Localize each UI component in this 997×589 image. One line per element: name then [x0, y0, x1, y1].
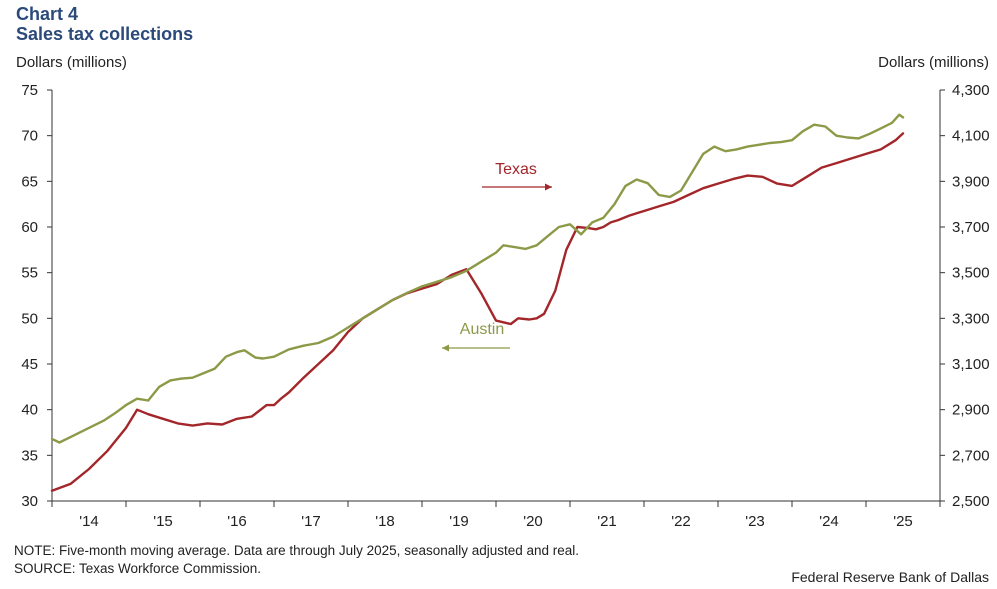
chart-label: Chart 4	[16, 4, 79, 24]
left-tick-label: 75	[21, 82, 38, 99]
right-tick-label: 4,300	[952, 82, 990, 99]
chart-annotations: Texas Austin	[442, 161, 552, 352]
x-tick-label: '25	[893, 513, 913, 530]
series-line-austin	[50, 113, 905, 444]
left-tick-label: 35	[21, 447, 38, 464]
x-tick-label: '19	[449, 513, 469, 530]
left-tick-label: 70	[21, 128, 38, 145]
x-tick-label: '22	[671, 513, 691, 530]
x-tick-label: '18	[375, 513, 395, 530]
x-tick-label: '15	[153, 513, 173, 530]
left-tick-label: 55	[21, 265, 38, 282]
x-tick-label: '16	[227, 513, 247, 530]
annotation-austin: Austin	[460, 321, 504, 338]
arrow-head-texas	[545, 183, 552, 191]
left-tick-label: 45	[21, 356, 38, 373]
left-tick-label: 30	[21, 493, 38, 510]
x-tick-label: '14	[79, 513, 99, 530]
right-tick-label: 2,900	[952, 402, 990, 419]
x-tick-label: '20	[523, 513, 543, 530]
x-tick-label: '23	[745, 513, 765, 530]
arrow-head-austin	[442, 344, 449, 352]
chart-axes: 30 35 40 45 50 55 60 65 70 75 2,500 2,700 2,900 3,100…	[21, 82, 989, 530]
right-axis-label: Dollars (millions)	[878, 54, 989, 71]
chart-credit: Federal Reserve Bank of Dallas	[791, 569, 989, 585]
x-tick-label: '17	[301, 513, 321, 530]
right-tick-label: 3,300	[952, 310, 990, 327]
right-tick-label: 4,100	[952, 128, 990, 145]
left-tick-label: 40	[21, 402, 38, 419]
chart-note: NOTE: Five-month moving average. Data ar…	[14, 543, 580, 558]
right-tick-label: 3,700	[952, 219, 990, 236]
left-tick-label: 60	[21, 219, 38, 236]
chart-series	[50, 113, 905, 492]
chart-title: Sales tax collections	[16, 24, 194, 44]
x-tick-label: '24	[819, 513, 839, 530]
annotation-texas: Texas	[495, 161, 537, 178]
right-tick-label: 3,500	[952, 265, 990, 282]
right-tick-label: 3,900	[952, 173, 990, 190]
right-tick-label: 3,100	[952, 356, 990, 373]
left-axis-label: Dollars (millions)	[16, 54, 127, 71]
left-tick-label: 50	[21, 310, 38, 327]
right-tick-label: 2,500	[952, 493, 990, 510]
left-tick-label: 65	[21, 173, 38, 190]
series-line-texas	[50, 132, 905, 492]
x-tick-label: '21	[597, 513, 617, 530]
right-tick-label: 2,700	[952, 447, 990, 464]
chart-source: SOURCE: Texas Workforce Commission.	[14, 561, 262, 576]
